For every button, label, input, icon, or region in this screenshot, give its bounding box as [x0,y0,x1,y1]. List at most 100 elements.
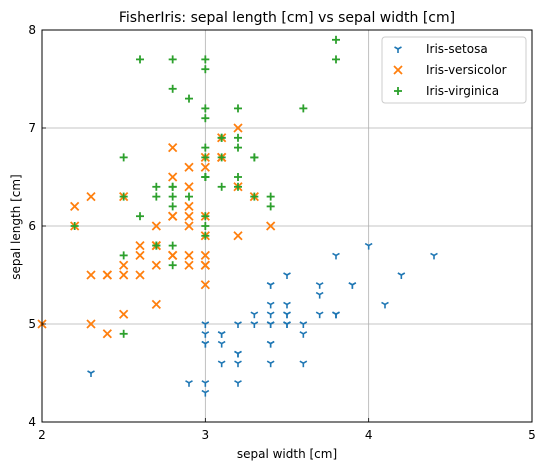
y-tick-label: 8 [28,23,36,37]
data-point [201,389,210,397]
data-point [168,172,178,182]
data-point [86,270,96,280]
data-point [283,311,291,319]
data-point [234,360,242,368]
legend-label: Iris-versicolor [426,63,507,77]
data-point [201,380,210,387]
data-point [185,94,193,103]
data-point [87,370,95,377]
data-point [381,301,389,309]
data-point [151,299,161,310]
data-point [102,329,112,339]
data-point [299,321,308,328]
legend-item: Iris-setosa [394,42,488,56]
legend-marker [393,65,403,75]
data-point [332,252,340,260]
data-point [217,153,226,162]
data-point [299,104,308,113]
y-tick-label: 6 [28,219,36,233]
data-point [86,191,96,202]
data-point [201,114,210,123]
data-point [70,201,80,212]
data-point [266,340,275,348]
data-point [217,340,226,348]
x-tick-label: 4 [365,428,373,442]
x-tick-label: 5 [528,428,536,442]
data-point [283,272,291,279]
legend-item: Iris-versicolor [393,63,507,77]
data-point [315,311,324,319]
data-point [332,35,340,44]
data-point [200,260,210,270]
legend: Iris-setosa Iris-versicolor Iris-virginica [381,36,527,104]
data-point [315,291,324,299]
data-point [102,270,112,280]
data-point [168,261,177,270]
data-point [119,192,128,201]
data-point [217,182,226,191]
data-point [200,162,210,172]
series-iris-setosa [87,242,438,397]
x-tick-label: 3 [202,428,210,442]
data-point [200,280,210,290]
data-point [266,221,276,231]
data-point [201,55,210,64]
data-point [168,182,177,191]
data-point [119,329,128,338]
data-point [184,182,194,192]
data-point [184,162,194,172]
data-point [184,211,194,221]
data-point [266,192,275,201]
data-point [217,331,226,338]
data-point [168,211,178,221]
data-point [119,309,129,319]
data-point [135,240,145,251]
data-point [266,202,275,211]
y-axis-label: sepal length [cm] [9,174,23,279]
data-point [119,153,128,162]
data-point [201,331,210,338]
data-point [184,260,194,270]
data-point [234,173,242,181]
data-points [37,35,438,397]
data-point [266,360,275,368]
data-point [266,282,275,289]
data-point [184,221,194,231]
data-point [234,143,242,152]
data-point [250,192,259,201]
data-point [135,250,145,261]
data-point [234,182,242,191]
data-point [315,282,324,289]
data-point [234,350,242,358]
data-point [168,84,177,93]
data-point [201,65,210,74]
data-point [152,192,161,201]
data-point [185,380,193,387]
legend-frame [381,36,527,104]
y-tick-label: 4 [28,415,36,429]
legend-marker [394,46,402,53]
data-point [299,360,308,368]
data-point [397,272,406,279]
data-point [250,153,259,162]
data-point [201,212,210,221]
chart-title: FisherIris: sepal length [cm] vs sepal w… [119,10,455,26]
data-point [201,153,210,162]
data-point [348,282,357,289]
data-point [430,252,438,260]
data-point [201,173,210,181]
axis-ticks: 2 3 4 5 4 5 6 7 8 [28,23,535,442]
data-point [201,340,210,348]
data-point [283,301,291,309]
data-point [135,270,145,280]
legend-item: Iris-virginica [394,84,499,98]
data-point [201,321,210,328]
data-point [184,201,194,212]
data-point [70,222,79,230]
legend-marker [394,87,402,95]
data-point [234,104,242,113]
data-point [185,192,193,201]
legend-label: Iris-setosa [426,42,488,56]
data-point [201,231,210,240]
